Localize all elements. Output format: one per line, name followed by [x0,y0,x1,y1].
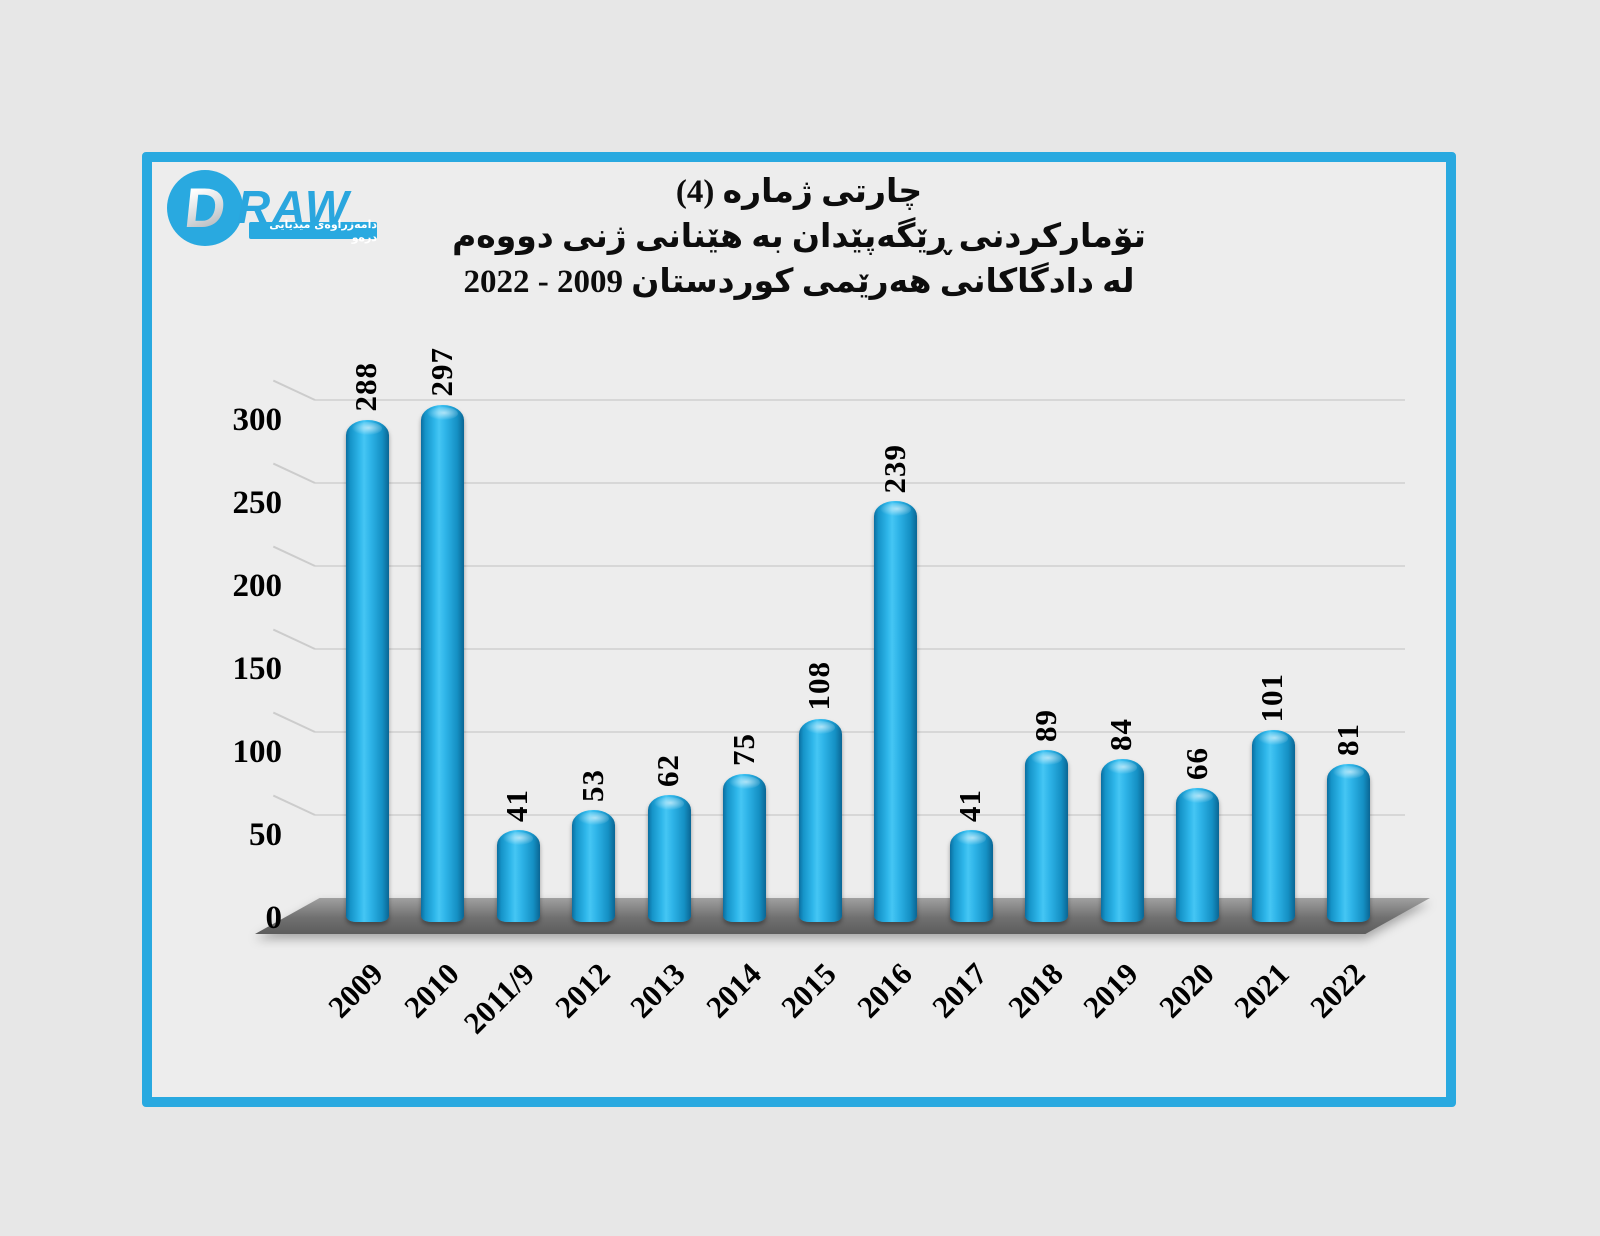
chart-title-line2: تۆمارکردنی ڕێگەپێدان بە هێنانی ژنی دووەم [452,219,1146,255]
gridline-depth-tick-50 [272,794,316,816]
bar-value-label-2010: 297 [423,347,459,397]
x-axis-label-2012: 2012 [547,956,617,1025]
bar-2017 [949,829,993,922]
draw-logo-circle-icon: D [167,170,243,246]
bar-value-label-2019: 84 [1103,717,1138,751]
bar-2013 [647,795,691,922]
chart-title: چارتی ژمارە (4) تۆمارکردنی ڕێگەپێدان بە … [199,170,1399,305]
gridline-250 [315,482,1405,484]
x-axis-label-2015: 2015 [774,956,843,1025]
bar-2014 [723,773,766,922]
x-axis-label-2011/9: 2011/9 [456,956,541,1041]
bar-2012 [572,810,615,922]
gridline-depth-tick-300 [272,379,316,401]
bar-value-label-2015: 108 [801,661,836,711]
bar-2020 [1176,788,1219,922]
gridline-depth-tick-200 [272,545,316,567]
chart-title-line3: لە دادگاکانی هەرێمی کوردستان 2009 - 2022 [463,264,1135,300]
chart-title-line1: چارتی ژمارە (4) [675,174,923,210]
x-axis-label-2016: 2016 [849,956,919,1025]
bar-value-label-2014: 75 [725,732,761,766]
y-axis-label-50: 50 [249,817,282,853]
x-axis-label-2021: 2021 [1227,956,1296,1025]
x-axis-label-2019: 2019 [1076,956,1145,1025]
gridline-300 [315,399,1405,401]
bar-value-label-2009: 288 [348,362,383,412]
bar-value-label-2018: 89 [1027,709,1063,743]
bar-value-label-2013: 62 [650,754,685,788]
draw-logo: D RAW دامەزراوەی میدیایی درەو [167,168,397,252]
bar-2019 [1100,758,1144,922]
bar-value-label-2012: 53 [574,769,610,803]
gridline-depth-tick-100 [272,711,316,733]
bar-2016 [874,501,917,922]
y-axis-label-300: 300 [232,402,283,438]
x-axis-label-2013: 2013 [623,956,692,1025]
gridline-200 [315,565,1405,567]
x-axis-label-2017: 2017 [925,956,994,1025]
y-axis-label-100: 100 [232,734,283,770]
bar-value-label-2022: 81 [1329,722,1365,756]
y-axis-label-200: 200 [232,568,283,604]
y-axis-label-150: 150 [232,651,283,687]
gridline-depth-tick-250 [272,462,316,484]
gridline-100 [315,731,1405,733]
bar-value-label-2017: 41 [952,788,987,822]
bar-2018 [1025,750,1068,922]
bar-2009 [345,419,389,922]
gridline-150 [315,648,1405,650]
gridline-depth-tick-150 [272,628,316,650]
x-axis-label-2018: 2018 [1000,956,1070,1025]
bar-2015 [798,718,842,922]
bar-value-label-2021: 101 [1254,672,1289,723]
bar-value-label-2020: 66 [1178,747,1214,781]
x-axis-label-2014: 2014 [698,956,768,1025]
y-axis-label-0: 0 [265,900,283,936]
y-axis-label-250: 250 [232,485,283,521]
bar-2010 [421,404,464,922]
x-axis-label-2022: 2022 [1302,956,1372,1025]
bar-value-label-2016: 239 [876,443,912,494]
x-axis-label-2020: 2020 [1151,956,1221,1025]
bar-2021 [1251,730,1295,922]
x-axis-label-2009: 2009 [321,956,390,1025]
bar-value-label-2011/9: 41 [499,788,534,822]
bar-2022 [1327,763,1370,922]
gridline-50 [315,814,1405,816]
bar-2011/9 [496,829,540,922]
